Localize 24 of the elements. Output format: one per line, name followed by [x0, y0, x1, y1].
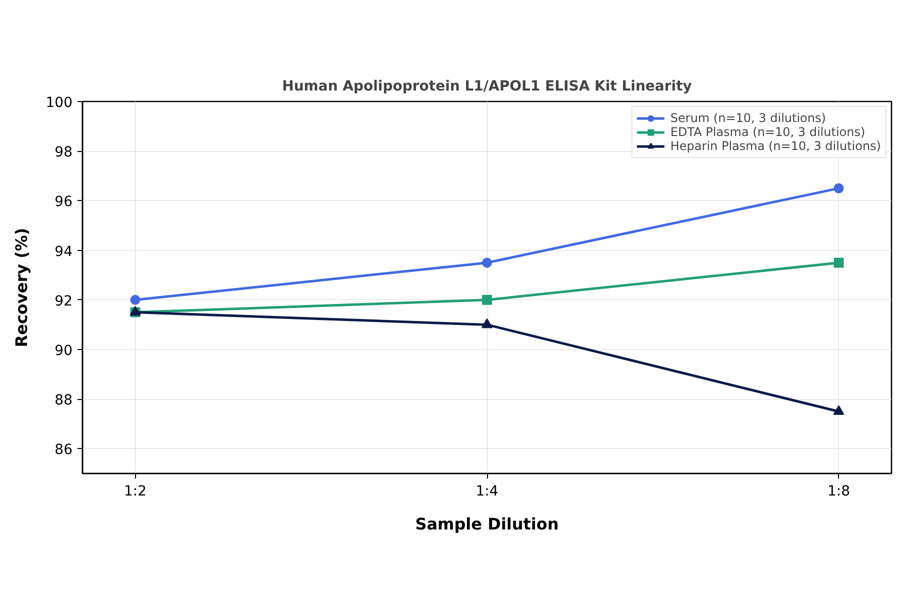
y-tick-label: 90 — [54, 343, 73, 359]
y-axis-title: Recovery (%) — [12, 228, 31, 348]
point — [834, 183, 844, 194]
x-tick-label: 1:8 — [827, 484, 850, 500]
x-axis-title: Sample Dilution — [415, 514, 559, 534]
y-tick-label: 100 — [46, 95, 73, 111]
y-tick-label: 98 — [54, 144, 73, 161]
y-tick-label: 92 — [54, 293, 73, 310]
y-tick-label: 86 — [54, 442, 73, 458]
point — [833, 405, 844, 415]
x-tick-label: 1:2 — [124, 484, 147, 500]
y-tick-label: 94 — [54, 244, 73, 260]
chart-title: Human Apolipoprotein L1/APOL1 ELISA Kit Linearity — [282, 78, 692, 94]
point — [130, 294, 140, 305]
y-tick-label: 88 — [54, 392, 73, 409]
x-tick-label: 1:4 — [476, 484, 498, 500]
y-tick-label: 96 — [54, 194, 73, 210]
point — [482, 294, 492, 305]
legend-label: Serum (n=10, 3 dilutions) — [670, 111, 826, 125]
point — [834, 258, 844, 268]
legend-label: EDTA Plasma (n=10, 3 dilutions) — [670, 125, 866, 139]
legend-label: Heparin Plasma (n=10, 3 dilutions) — [670, 139, 881, 153]
point — [482, 318, 492, 328]
point — [482, 258, 492, 268]
